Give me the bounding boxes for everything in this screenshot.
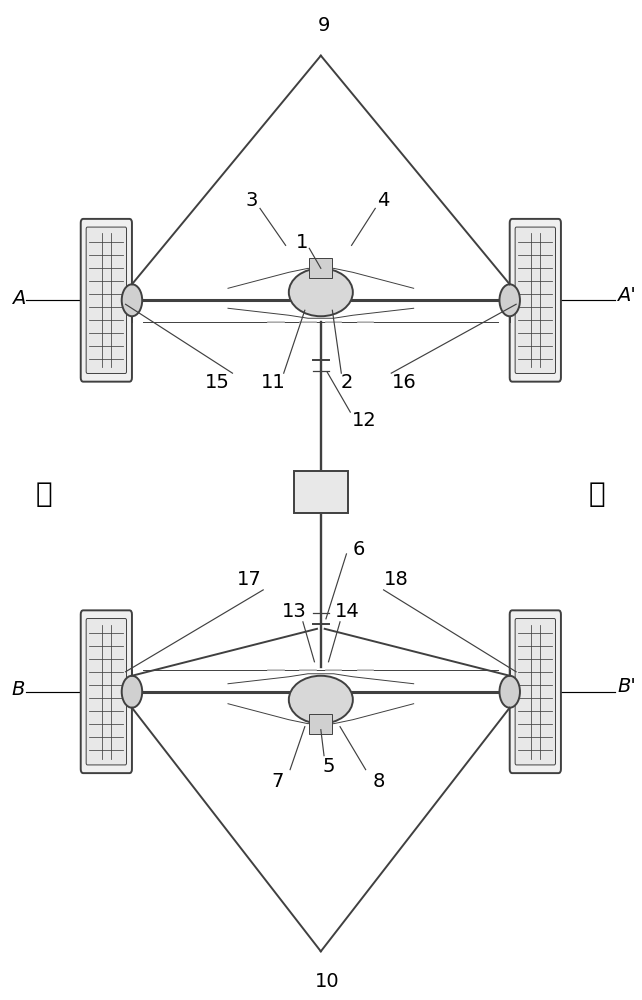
Text: B: B [12, 680, 25, 699]
Text: 16: 16 [392, 373, 417, 392]
Text: 10: 10 [315, 972, 340, 991]
Circle shape [499, 284, 520, 316]
Text: 3: 3 [245, 191, 258, 210]
Text: 6: 6 [353, 540, 365, 559]
Bar [309, 258, 333, 278]
Text: 2: 2 [340, 373, 352, 392]
FancyBboxPatch shape [81, 219, 132, 382]
FancyBboxPatch shape [86, 227, 126, 373]
FancyBboxPatch shape [510, 219, 561, 382]
Bar [293, 471, 348, 513]
Circle shape [499, 676, 520, 708]
Text: 1: 1 [295, 233, 308, 252]
FancyBboxPatch shape [86, 619, 126, 765]
Text: 右: 右 [589, 480, 606, 508]
Ellipse shape [289, 676, 353, 724]
Text: B': B' [617, 677, 636, 696]
FancyBboxPatch shape [515, 227, 555, 373]
Text: 5: 5 [322, 757, 334, 776]
Ellipse shape [289, 268, 353, 316]
FancyBboxPatch shape [510, 610, 561, 773]
Text: 14: 14 [335, 602, 360, 621]
Text: A': A' [617, 286, 636, 305]
Text: 18: 18 [384, 570, 409, 589]
Text: 8: 8 [372, 772, 385, 791]
Text: 15: 15 [205, 373, 230, 392]
Text: 4: 4 [377, 191, 390, 210]
Text: 7: 7 [271, 772, 284, 791]
Text: 13: 13 [282, 602, 306, 621]
FancyBboxPatch shape [81, 610, 132, 773]
Circle shape [122, 676, 142, 708]
Text: A: A [12, 289, 25, 308]
Text: 12: 12 [352, 411, 377, 430]
Bar [309, 714, 333, 734]
Text: 9: 9 [318, 16, 330, 35]
Text: 17: 17 [237, 570, 261, 589]
Text: 左: 左 [36, 480, 53, 508]
FancyBboxPatch shape [515, 619, 555, 765]
Text: 11: 11 [261, 373, 285, 392]
Circle shape [122, 284, 142, 316]
